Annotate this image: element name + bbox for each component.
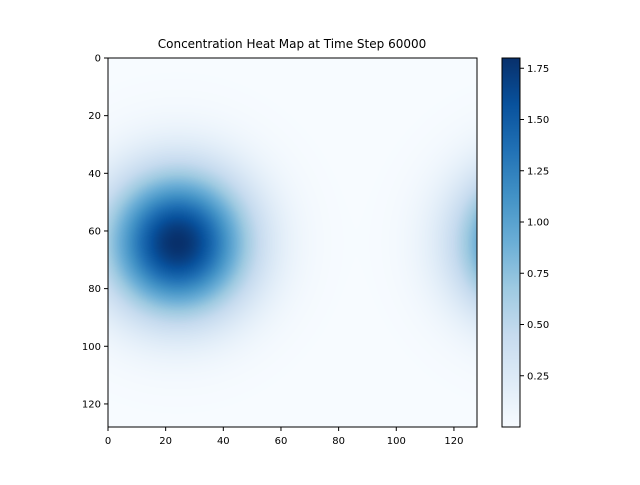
colorbar-tick-label: 1.00 bbox=[527, 218, 549, 229]
y-tick-label: 80 bbox=[88, 284, 101, 295]
chart-title: Concentration Heat Map at Time Step 6000… bbox=[158, 37, 427, 51]
y-tick-label: 40 bbox=[88, 169, 101, 180]
y-tick-label: 100 bbox=[82, 342, 101, 353]
x-axis: 0 20 40 60 80 100 120 bbox=[105, 427, 463, 447]
colorbar-tick-label: 0.50 bbox=[527, 320, 549, 331]
y-tick-label: 120 bbox=[82, 399, 101, 410]
colorbar bbox=[501, 57, 521, 428]
x-tick-label: 60 bbox=[275, 436, 288, 447]
x-tick-label: 0 bbox=[105, 436, 111, 447]
colorbar-axis: 0.25 0.50 0.75 1.00 1.25 1.50 1.75 bbox=[520, 64, 549, 382]
colorbar-tick-label: 1.75 bbox=[527, 64, 549, 75]
y-tick-label: 20 bbox=[88, 111, 101, 122]
y-tick-label: 0 bbox=[95, 54, 101, 65]
y-tick-label: 60 bbox=[88, 226, 101, 237]
colorbar-tick-label: 0.25 bbox=[527, 371, 549, 382]
plot-frame bbox=[107, 57, 478, 428]
colorbar-tick-label: 1.25 bbox=[527, 166, 549, 177]
x-tick-label: 80 bbox=[332, 436, 345, 447]
colorbar-tick-label: 0.75 bbox=[527, 269, 549, 280]
x-tick-label: 40 bbox=[217, 436, 230, 447]
x-tick-label: 100 bbox=[387, 436, 406, 447]
heatmap-canvas bbox=[108, 58, 477, 427]
colorbar-tick-label: 1.50 bbox=[527, 115, 549, 126]
y-axis: 0 20 40 60 80 100 120 bbox=[82, 54, 108, 410]
x-tick-label: 120 bbox=[444, 436, 463, 447]
heatmap-area bbox=[108, 58, 477, 427]
x-tick-label: 20 bbox=[159, 436, 172, 447]
